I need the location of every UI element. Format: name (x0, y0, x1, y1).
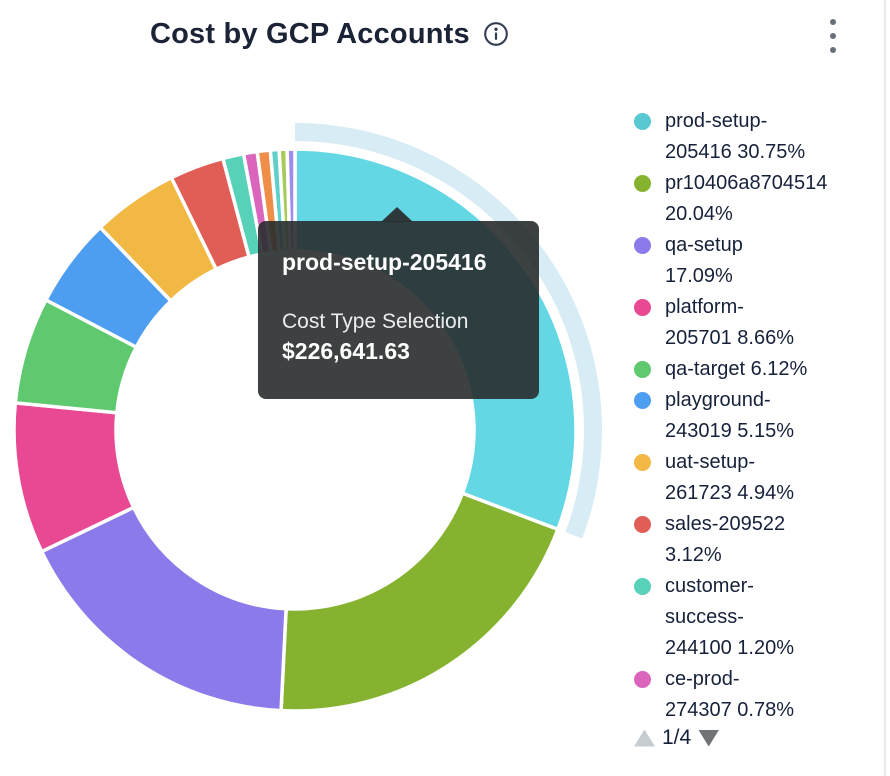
legend-color-dot (634, 361, 651, 378)
donut-chart[interactable] (0, 112, 630, 776)
page-title: Cost by GCP Accounts (150, 17, 470, 50)
legend-color-dot (634, 299, 651, 316)
legend-color-dot (634, 454, 651, 471)
legend-item[interactable]: uat-setup- 261723 4.94% (634, 447, 886, 509)
legend-label: sales-209522 3.12% (665, 513, 786, 566)
legend-page-down-icon[interactable] (698, 729, 720, 747)
chart-tooltip: prod-setup-205416 Cost Type Selection $2… (258, 221, 539, 399)
legend-page-up-icon[interactable] (634, 729, 655, 747)
legend-item[interactable]: qa-setup 17.09% (634, 230, 886, 292)
legend-item[interactable]: platform- 205701 8.66% (634, 292, 886, 354)
legend-label: platform- 205701 8.66% (665, 296, 795, 349)
tooltip-title: prod-setup-205416 (282, 249, 487, 275)
card-header: Cost by GCP Accounts (150, 14, 509, 54)
card-right-border (884, 0, 886, 776)
legend-label: pr10406a8704514 20.04% (665, 172, 828, 225)
donut-slice-pr10406a8704514[interactable] (279, 491, 560, 713)
legend-pager: 1/4 (634, 726, 720, 750)
legend-color-dot (634, 578, 651, 595)
legend-color-dot (634, 392, 651, 409)
legend-item[interactable]: qa-target 6.12% (634, 354, 886, 385)
legend-label: qa-setup 17.09% (665, 234, 743, 287)
legend-item[interactable]: sales-209522 3.12% (634, 509, 886, 571)
legend-page-indicator: 1/4 (662, 726, 692, 749)
legend-color-dot (634, 175, 651, 192)
legend-label: prod-setup- 205416 30.75% (665, 110, 806, 163)
chart-legend: prod-setup- 205416 30.75% pr10406a8704514… (634, 106, 886, 718)
legend-item[interactable]: customer- success- 244100 1.20% (634, 571, 886, 664)
legend-color-dot (634, 516, 651, 533)
legend-item[interactable]: pr10406a8704514 20.04% (634, 168, 886, 230)
legend-color-dot (634, 113, 651, 130)
legend-color-dot (634, 237, 651, 254)
kebab-menu-icon[interactable] (819, 19, 847, 53)
legend-label: customer- success- 244100 1.20% (665, 575, 795, 659)
legend-color-dot (634, 671, 651, 688)
donut-slice-qa-setup[interactable] (39, 505, 288, 713)
tooltip-metric-value: $226,641.63 (282, 338, 410, 364)
tooltip-metric-label: Cost Type Selection (282, 310, 469, 333)
legend-label: qa-target 6.12% (665, 358, 808, 380)
info-icon[interactable] (483, 21, 509, 47)
legend-label: ce-prod- 274307 0.78% (665, 668, 795, 718)
legend-item[interactable]: ce-prod- 274307 0.78% (634, 664, 886, 718)
legend-label: uat-setup- 261723 4.94% (665, 451, 795, 504)
legend-item[interactable]: playground- 243019 5.15% (634, 385, 886, 447)
legend-label: playground- 243019 5.15% (665, 389, 795, 442)
legend-item[interactable]: prod-setup- 205416 30.75% (634, 106, 886, 168)
